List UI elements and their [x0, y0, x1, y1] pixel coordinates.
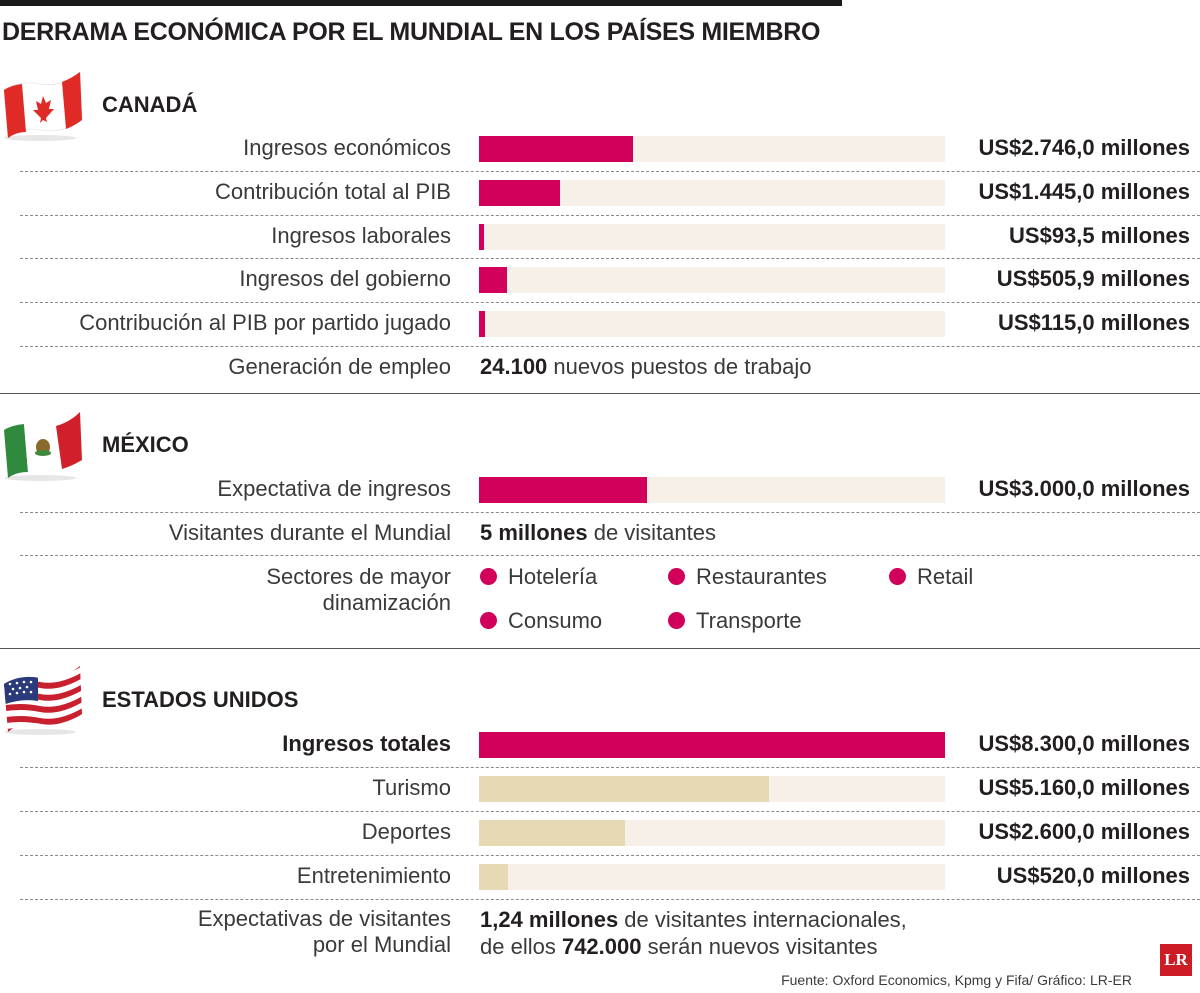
row-divider [20, 555, 1200, 556]
chart-title: DERRAMA ECONÓMICA POR EL MUNDIAL EN LOS … [2, 18, 821, 46]
visitors-text: 5 millones de visitantes [480, 520, 716, 546]
bar-track [479, 776, 945, 802]
top-rule [0, 0, 842, 6]
bar-deportes [479, 820, 625, 846]
label-line: Sectores de mayor [266, 564, 451, 589]
bar-ingresos-totales [479, 732, 945, 758]
bar-ingresos-gobierno [479, 267, 507, 293]
row-value: US$520,0 millones [996, 863, 1190, 888]
visitors-number: 5 millones [480, 520, 588, 545]
bar-track [479, 732, 945, 758]
bullet-dot-icon [480, 612, 497, 629]
row-label: Ingresos laborales [271, 223, 451, 248]
bar-contribucion-pib [479, 180, 560, 206]
employment-suffix: nuevos puestos de trabajo [547, 354, 812, 379]
section-divider [0, 393, 1200, 394]
sector-item: Transporte [668, 608, 802, 634]
bar-turismo [479, 776, 769, 802]
bullet-dot-icon [668, 568, 685, 585]
bar-ingresos-laborales [479, 224, 484, 250]
section-title-mexico: MÉXICO [102, 432, 189, 457]
row-label: Visitantes durante el Mundial [168, 520, 451, 545]
source-note: Fuente: Oxford Economics, Kpmg y Fifa/ G… [781, 972, 1132, 988]
sector-item: Retail [889, 564, 973, 590]
visitors-number: 1,24 millones [480, 907, 619, 932]
row-divider [20, 767, 1200, 768]
employment-number: 24.100 [480, 354, 548, 379]
label-line: por el Mundial [312, 932, 451, 957]
bar-track [479, 820, 945, 846]
label-line: dinamización [322, 590, 451, 615]
bar-track [479, 864, 945, 890]
bullet-dot-icon [480, 568, 497, 585]
row-divider [20, 258, 1200, 259]
row-value: US$93,5 millones [1009, 223, 1190, 248]
sector-item: Hotelería [480, 564, 597, 590]
row-value: US$115,0 millones [998, 310, 1190, 335]
row-divider [20, 855, 1200, 856]
sector-label: Restaurantes [696, 564, 827, 589]
row-label: Ingresos totales [282, 731, 451, 756]
sector-label: Retail [917, 564, 974, 589]
bar-track [479, 477, 945, 503]
bar-track [479, 224, 945, 250]
visitors-text-line2b: serán nuevos visitantes [641, 934, 878, 959]
mexico-flag-icon [4, 412, 82, 481]
section-divider [0, 648, 1200, 649]
label-line: Expectativas de visitantes [197, 906, 451, 931]
bar-entretenimiento [479, 864, 508, 890]
visitors-suffix: de visitantes [587, 520, 716, 545]
row-label: Expectativa de ingresos [217, 476, 451, 501]
row-divider [20, 346, 1200, 347]
bar-track [479, 267, 945, 293]
bar-track [479, 180, 945, 206]
canada-flag-icon [3, 71, 83, 141]
sector-item: Consumo [480, 608, 602, 634]
bar-track [479, 311, 945, 337]
new-visitors-number: 742.000 [561, 934, 642, 959]
row-divider [20, 811, 1200, 812]
row-label: Entretenimiento [296, 863, 451, 888]
row-value: US$8.300,0 millones [978, 731, 1190, 756]
lr-logo: LR [1160, 944, 1192, 976]
row-label: Ingresos del gobierno [239, 266, 451, 291]
row-label: Contribución al PIB por partido jugado [79, 310, 451, 335]
bullet-dot-icon [668, 612, 685, 629]
bar-ingresos-economicos [479, 136, 633, 162]
visitors-text: 1,24 millones de visitantes internaciona… [480, 906, 907, 960]
row-label: Contribución total al PIB [214, 179, 451, 204]
bar-track [479, 136, 945, 162]
row-divider [20, 302, 1200, 303]
employment-text: 24.100 nuevos puestos de trabajo [480, 354, 811, 380]
bar-pib-por-partido [479, 311, 485, 337]
bullet-dot-icon [889, 568, 906, 585]
section-title-usa: ESTADOS UNIDOS [102, 687, 299, 712]
row-divider [20, 512, 1200, 513]
row-divider [20, 171, 1200, 172]
sector-item: Restaurantes [668, 564, 827, 590]
row-label: Expectativas de visitantes por el Mundia… [198, 906, 451, 958]
sector-label: Hotelería [508, 564, 598, 589]
row-label: Turismo [372, 775, 451, 800]
visitors-text-line1: de visitantes internacionales, [618, 907, 907, 932]
row-label: Deportes [361, 819, 451, 844]
section-title-canada: CANADÁ [102, 92, 198, 117]
row-value: US$3.000,0 millones [978, 476, 1190, 501]
row-value: US$1.445,0 millones [978, 179, 1190, 204]
row-label: Sectores de mayor dinamización [266, 564, 451, 616]
row-value: US$505,9 millones [996, 266, 1190, 291]
row-label: Generación de empleo [228, 354, 451, 379]
visitors-text-line2a: de ellos [480, 934, 562, 959]
row-value: US$2.746,0 millones [978, 135, 1190, 160]
row-divider [20, 215, 1200, 216]
row-value: US$2.600,0 millones [978, 819, 1190, 844]
row-label: Ingresos económicos [243, 135, 451, 160]
bar-expectativa-ingresos [479, 477, 647, 503]
usa-flag-icon [4, 666, 82, 735]
sector-label: Consumo [508, 608, 603, 633]
row-divider [20, 899, 1200, 900]
row-value: US$5.160,0 millones [978, 775, 1190, 800]
sector-label: Transporte [696, 608, 802, 633]
